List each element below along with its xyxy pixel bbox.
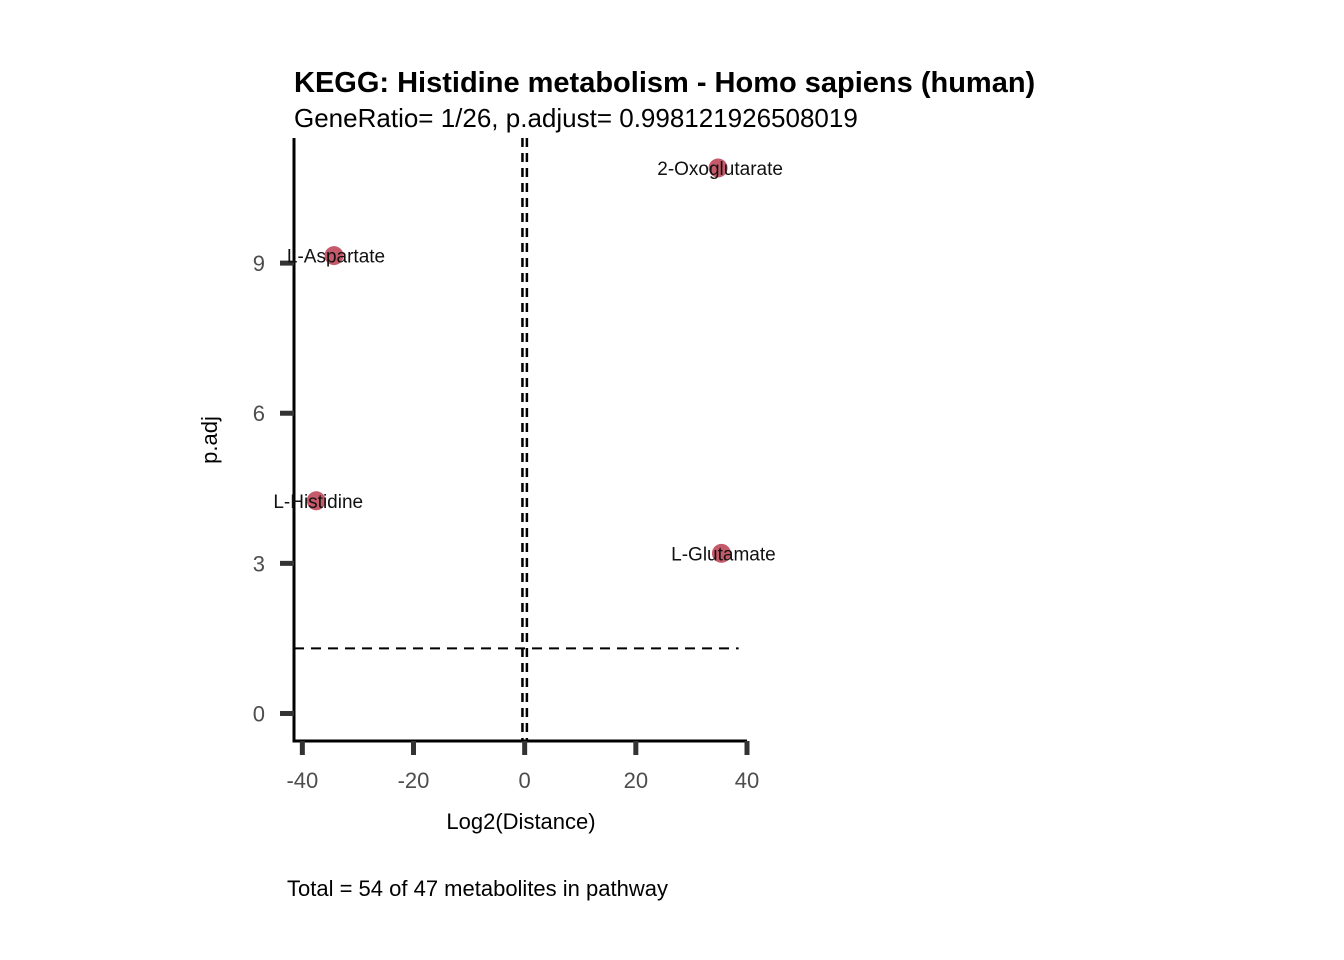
x-tick-label: 20 [624,768,648,793]
y-tick-label: 3 [253,551,265,576]
x-axis-title: Log2(Distance) [446,809,595,834]
reference-lines [294,138,739,741]
x-tick-label: -40 [286,768,318,793]
caption: Total = 54 of 47 metabolites in pathway [287,876,668,901]
data-point [711,543,731,563]
x-tick-label: -20 [398,768,430,793]
y-axis-title: p.adj [197,416,222,464]
point-label: L-Histidine [273,492,363,513]
data-point [324,246,344,266]
y-tick-label: 0 [253,701,265,726]
x-tick-label: 40 [735,768,759,793]
data-point [708,158,728,178]
y-tick-label: 6 [253,401,265,426]
axes: -40 -20 0 20 40 0 3 6 9 [253,138,759,793]
point-label: L-Aspartate [287,247,385,268]
point-label: 2-Oxoglutarate [657,159,783,180]
chart-subtitle: GeneRatio= 1/26, p.adjust= 0.99812192650… [294,103,858,133]
data-points: 2-Oxoglutarate L-Aspartate L-Histidine L-Gl… [273,158,783,565]
y-tick-label: 9 [253,251,265,276]
x-tick-label: 0 [519,768,531,793]
chart-title: KEGG: Histidine metabolism - Homo sapien… [294,67,1035,99]
data-point [306,491,326,511]
point-label: L-Glutamate [671,544,776,565]
